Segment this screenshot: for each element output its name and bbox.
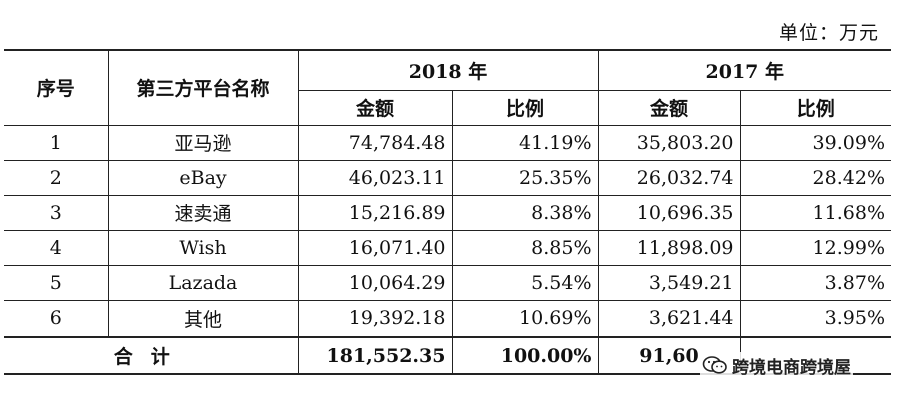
header-year-2017: 2017 年 [597,49,891,91]
total-ratio-2018: 100.00% [451,337,599,375]
table-row: 2 eBay 46,023.11 25.35% 26,032.74 28.42% [4,160,891,196]
header-amount-2018: 金额 [298,90,453,126]
total-label: 合计 [4,337,299,375]
row-amount-2018: 46,023.11 [297,160,453,196]
header-amount-2017: 金额 [597,90,741,126]
unit-label: 单位：万元 [778,22,879,44]
row-platform: eBay [107,160,299,196]
row-amount-2017: 26,032.74 [597,160,741,196]
table-body: 1 亚马逊 74,784.48 41.19% 35,803.20 39.09% 2 eBay 4… [4,125,891,338]
wechat-icon [702,356,727,374]
row-ratio-2017: 3.87% [739,265,891,301]
row-ratio-2018: 25.35% [451,160,599,196]
row-ratio-2018: 41.19% [451,125,599,161]
row-ratio-2017: 12.99% [739,230,891,266]
header-seq: 序号 [4,49,109,126]
header-year-2018: 2018 年 [297,49,599,91]
row-seq: 2 [4,160,109,196]
row-platform: 亚马逊 [107,125,299,161]
table-row: 1 亚马逊 74,784.48 41.19% 35,803.20 39.09% [4,125,891,161]
row-platform: 速卖通 [107,195,299,231]
total-amount-2018: 181,552.35 [297,337,453,375]
table-row: 3 速卖通 15,216.89 8.38% 10,696.35 11.68% [4,195,891,231]
row-amount-2018: 10,064.29 [297,265,453,301]
row-platform: Lazada [107,265,299,301]
row-ratio-2018: 8.85% [451,230,599,266]
row-seq: 5 [4,265,109,301]
row-seq: 6 [4,300,109,338]
row-amount-2017: 11,898.09 [597,230,741,266]
row-seq: 3 [4,195,109,231]
watermark: 跨境电商跨境屋 [700,352,853,378]
row-amount-2017: 3,621.44 [597,300,741,338]
row-ratio-2018: 10.69% [451,300,599,338]
row-seq: 4 [4,230,109,266]
row-ratio-2018: 8.38% [451,195,599,231]
revenue-table: 序号 第三方平台名称 2018 年 2017 年 金额 比例 金额 比例 1 亚马… [4,49,891,375]
table-row: 5 Lazada 10,064.29 5.54% 3,549.21 3.87% [4,265,891,301]
row-amount-2018: 19,392.18 [297,300,453,338]
table-row: 6 其他 19,392.18 10.69% 3,621.44 3.95% [4,300,891,338]
row-ratio-2017: 3.95% [739,300,891,338]
row-amount-2017: 10,696.35 [597,195,741,231]
header-row-years: 序号 第三方平台名称 2018 年 2017 年 [4,49,891,126]
header-row-metrics: 金额 比例 金额 比例 [4,90,891,126]
row-amount-2018: 74,784.48 [297,125,453,161]
row-platform: 其他 [107,300,299,338]
row-ratio-2017: 39.09% [739,125,891,161]
header-platform: 第三方平台名称 [107,49,299,126]
row-seq: 1 [4,125,109,161]
row-amount-2017: 35,803.20 [597,125,741,161]
row-ratio-2017: 11.68% [739,195,891,231]
row-amount-2018: 16,071.40 [297,230,453,266]
header-ratio-2017: 比例 [739,90,891,126]
watermark-text: 跨境电商跨境屋 [732,357,851,378]
table-row: 4 Wish 16,071.40 8.85% 11,898.09 12.99% [4,230,891,266]
row-amount-2017: 3,549.21 [597,265,741,301]
header-ratio-2018: 比例 [451,90,599,126]
row-ratio-2018: 5.54% [451,265,599,301]
row-platform: Wish [107,230,299,266]
row-ratio-2017: 28.42% [739,160,891,196]
row-amount-2018: 15,216.89 [297,195,453,231]
